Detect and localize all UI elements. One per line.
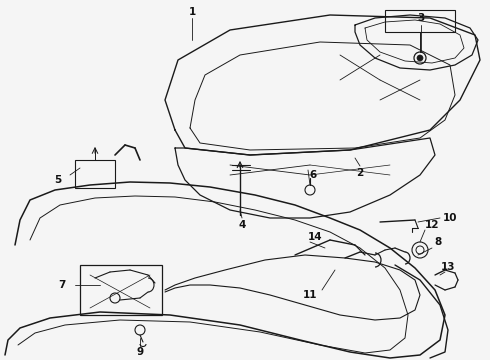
Text: 12: 12 — [425, 220, 439, 230]
Text: 2: 2 — [356, 168, 364, 178]
Text: 7: 7 — [58, 280, 66, 290]
Text: 13: 13 — [441, 262, 455, 272]
Text: 9: 9 — [136, 347, 144, 357]
Bar — [385, 10, 455, 32]
Text: 11: 11 — [303, 290, 317, 300]
Circle shape — [417, 55, 423, 61]
Text: 10: 10 — [443, 213, 457, 223]
Text: 14: 14 — [308, 232, 322, 242]
Bar — [75, 160, 115, 188]
Text: 4: 4 — [238, 220, 245, 230]
Text: 1: 1 — [188, 7, 196, 17]
Bar — [80, 265, 162, 315]
Text: 8: 8 — [434, 237, 441, 247]
Text: 5: 5 — [54, 175, 62, 185]
Text: 3: 3 — [417, 13, 425, 23]
Text: 6: 6 — [309, 170, 317, 180]
